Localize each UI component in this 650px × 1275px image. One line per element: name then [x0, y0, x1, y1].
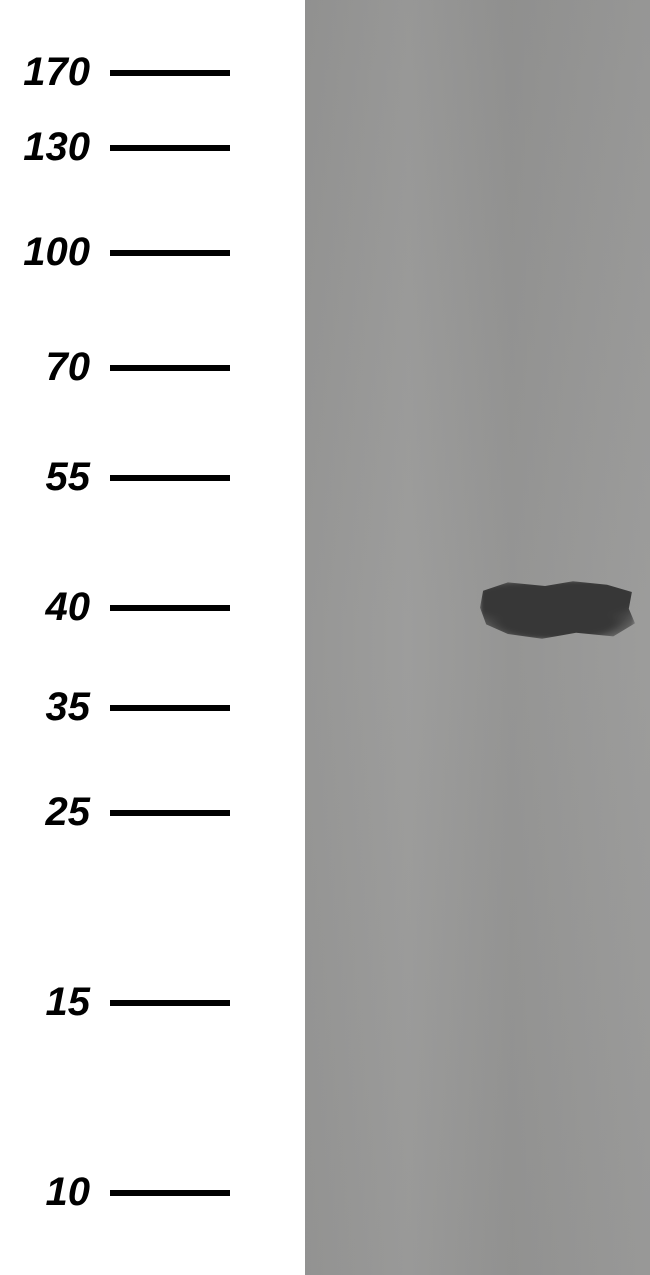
marker-label: 55 [0, 455, 110, 500]
ladder-marker: 15 [0, 980, 300, 1025]
marker-label: 15 [0, 980, 110, 1025]
ladder-marker: 35 [0, 685, 300, 730]
protein-band [480, 580, 635, 640]
ladder-marker: 25 [0, 790, 300, 835]
marker-label: 35 [0, 685, 110, 730]
ladder-marker: 55 [0, 455, 300, 500]
marker-tick [110, 1190, 230, 1196]
marker-label: 10 [0, 1170, 110, 1215]
ladder-marker: 40 [0, 585, 300, 630]
marker-tick [110, 365, 230, 371]
marker-tick [110, 1000, 230, 1006]
marker-label: 100 [0, 230, 110, 275]
marker-tick [110, 145, 230, 151]
blot-membrane [305, 0, 650, 1275]
marker-tick [110, 705, 230, 711]
marker-label: 70 [0, 345, 110, 390]
western-blot: 170 130 100 70 55 40 35 25 15 10 [0, 0, 650, 1275]
ladder-marker: 10 [0, 1170, 300, 1215]
marker-tick [110, 250, 230, 256]
ladder-marker: 130 [0, 125, 300, 170]
ladder-marker: 100 [0, 230, 300, 275]
marker-label: 40 [0, 585, 110, 630]
ladder-marker: 70 [0, 345, 300, 390]
molecular-weight-ladder: 170 130 100 70 55 40 35 25 15 10 [0, 0, 300, 1275]
marker-tick [110, 70, 230, 76]
marker-tick [110, 475, 230, 481]
marker-label: 170 [0, 50, 110, 95]
marker-tick [110, 605, 230, 611]
ladder-marker: 170 [0, 50, 300, 95]
marker-tick [110, 810, 230, 816]
marker-label: 130 [0, 125, 110, 170]
marker-label: 25 [0, 790, 110, 835]
